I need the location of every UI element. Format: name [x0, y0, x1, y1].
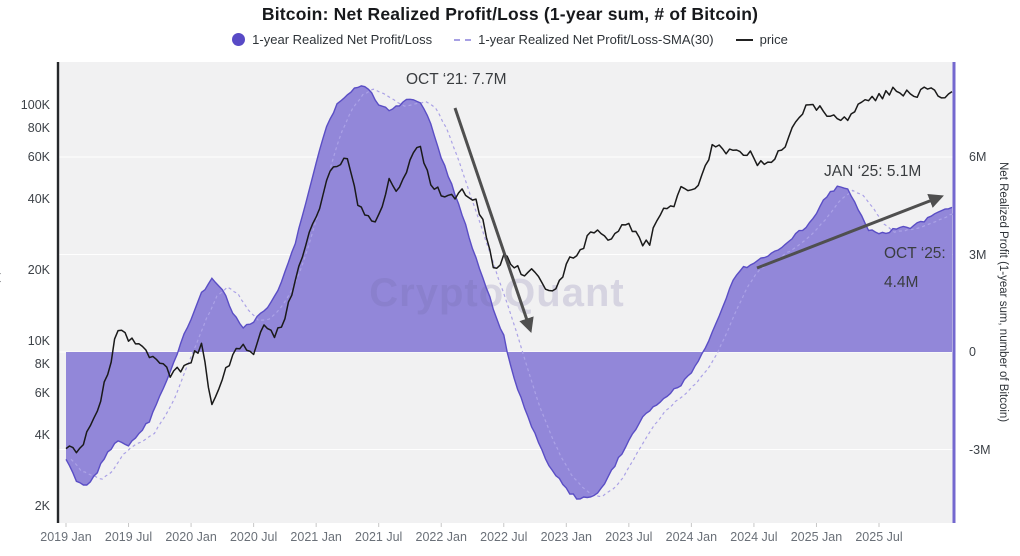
legend-item-1[interactable]: 1-year Realized Net Profit/Loss [232, 32, 432, 47]
annotation-text-2: JAN ‘25: 5.1M [824, 163, 922, 180]
left-axis-tick: 60K [27, 150, 50, 165]
legend-label: price [759, 32, 788, 47]
price-line [65, 86, 953, 454]
x-axis-tick: 2020 Jan [165, 530, 217, 544]
right-axis-tick: -3M [969, 442, 991, 457]
annotation-text-3: OCT ‘25: 4.4M [884, 245, 946, 291]
legend: 1-year Realized Net Profit/Loss 1-year Re… [0, 32, 1020, 47]
legend-circle-marker [232, 33, 246, 46]
left-axis-tick: 10K [27, 334, 50, 348]
x-axis-tick: 2021 Jul [355, 530, 403, 544]
legend-label: 1-year Realized Net Profit/Loss-SMA(30) [478, 32, 714, 47]
left-axis-tick: 6K [34, 386, 50, 401]
x-axis-tick: 2025 Jan [790, 530, 843, 544]
right-axis-tick: 6M [969, 150, 987, 164]
net-realized-profit-area [66, 85, 952, 500]
chart-title: Bitcoin: Net Realized Profit/Loss (1-yea… [261, 4, 759, 24]
x-axis-tick: 2022 Jan [415, 530, 467, 544]
x-axis-tick: 2023 Jul [605, 530, 653, 544]
left-axis-tick: 2K [34, 498, 50, 513]
net-realized-profit-line [65, 85, 953, 500]
sma-line [70, 88, 953, 497]
legend-label: 1-year Realized Net Profit/Loss [252, 32, 433, 47]
left-axis-tick: 20K [27, 262, 50, 277]
x-axis-tick: 2021 Jan [290, 530, 342, 544]
left-axis-tick: 100K [20, 98, 50, 112]
x-axis-tick: 2025 Jul [855, 530, 903, 544]
left-axis-tick: 8K [34, 356, 50, 371]
annotation-arrow [453, 107, 534, 333]
annotation-text-1: OCT ‘21: 7.7M [406, 71, 507, 88]
x-axis-tick: 2019 Jul [104, 530, 153, 544]
legend-item-2[interactable]: 1-year Realized Net Profit/Loss-SMA(30) [454, 32, 714, 47]
legend-item-3[interactable]: price [735, 32, 788, 47]
right-axis-tick: 0 [969, 345, 976, 359]
left-axis-tick: 40K [27, 191, 50, 206]
x-axis-tick: 2023 Jan [540, 530, 593, 544]
x-axis-tick: 2022 Jul [480, 530, 528, 544]
x-axis-tick: 2019 Jan [40, 530, 92, 544]
watermark: CryptoQuant [369, 271, 624, 315]
x-axis-tick: 2020 Jul [229, 530, 278, 544]
left-axis-tick: 80K [27, 120, 50, 135]
legend-line-marker [735, 38, 753, 41]
annotation-arrow [756, 193, 944, 270]
right-axis-tick: 3M [969, 247, 987, 262]
right-axis-title: Net Realized Profit (1-year sum, number … [997, 162, 1009, 423]
left-axis-title: Price ($) [0, 62, 4, 523]
x-axis-tick: 2024 Jan [665, 530, 718, 544]
legend-dashed-line-marker [454, 38, 472, 41]
left-axis-tick: 4K [34, 427, 50, 442]
x-axis-tick: 2024 Jul [730, 530, 778, 544]
